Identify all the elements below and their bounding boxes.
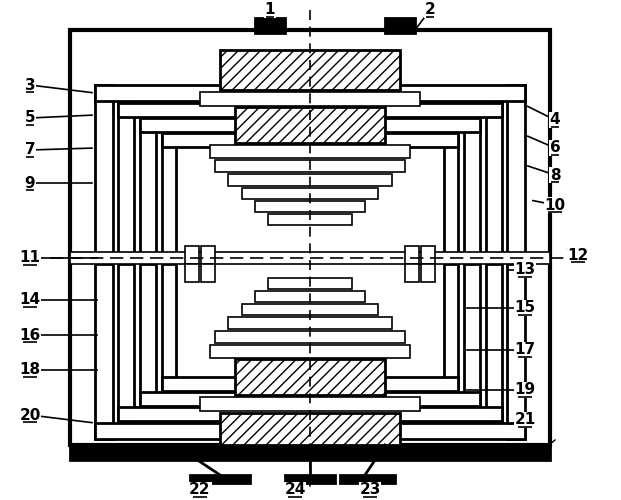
Text: 7: 7: [25, 142, 35, 158]
Bar: [95, 264, 113, 439]
Bar: [507, 264, 525, 439]
Bar: [464, 264, 480, 406]
Text: 6: 6: [550, 140, 560, 156]
Bar: [235, 359, 385, 395]
Bar: [210, 145, 410, 158]
Bar: [340, 475, 395, 483]
Bar: [255, 291, 365, 302]
Bar: [235, 107, 385, 143]
Bar: [486, 103, 502, 260]
Bar: [200, 92, 420, 106]
Bar: [255, 201, 365, 212]
Bar: [162, 133, 458, 147]
Bar: [285, 475, 335, 483]
Bar: [486, 264, 502, 421]
Bar: [95, 423, 525, 439]
Bar: [118, 407, 502, 421]
Bar: [215, 160, 405, 172]
Bar: [70, 445, 550, 460]
Text: 22: 22: [189, 482, 211, 498]
Bar: [228, 317, 392, 329]
Bar: [444, 264, 458, 391]
Bar: [268, 214, 352, 225]
Bar: [162, 133, 176, 260]
Bar: [405, 264, 419, 282]
Bar: [220, 50, 400, 90]
Text: 21: 21: [514, 412, 536, 428]
Bar: [201, 246, 215, 264]
Text: 2: 2: [425, 2, 435, 18]
Bar: [228, 174, 392, 186]
Bar: [255, 18, 285, 33]
Bar: [405, 246, 419, 264]
Bar: [95, 85, 113, 260]
Bar: [140, 118, 156, 260]
Text: 1: 1: [265, 2, 275, 18]
Text: 5: 5: [25, 110, 35, 126]
Bar: [242, 304, 378, 315]
Text: 15: 15: [514, 300, 535, 316]
Text: 3: 3: [25, 78, 35, 92]
Text: 24: 24: [284, 482, 306, 498]
Text: 10: 10: [545, 198, 566, 212]
Text: 12: 12: [568, 248, 589, 262]
Text: 17: 17: [514, 342, 535, 357]
Text: 16: 16: [19, 328, 40, 342]
Bar: [421, 264, 435, 282]
Bar: [201, 264, 215, 282]
Text: 20: 20: [19, 408, 41, 422]
Text: 13: 13: [514, 262, 535, 278]
Bar: [162, 264, 176, 391]
Bar: [507, 85, 525, 260]
Bar: [268, 278, 352, 289]
Bar: [140, 392, 480, 406]
Bar: [210, 345, 410, 358]
Bar: [464, 118, 480, 260]
Bar: [421, 246, 435, 264]
Text: 19: 19: [514, 382, 535, 398]
Bar: [220, 413, 400, 453]
Text: 14: 14: [19, 292, 40, 308]
Bar: [190, 475, 250, 483]
Bar: [162, 377, 458, 391]
Bar: [185, 264, 199, 282]
Bar: [385, 18, 415, 33]
Text: 9: 9: [25, 176, 35, 190]
Bar: [70, 30, 550, 445]
Text: 11: 11: [19, 250, 40, 266]
Bar: [444, 133, 458, 260]
Bar: [140, 118, 480, 132]
Text: 18: 18: [19, 362, 40, 378]
Bar: [70, 252, 550, 264]
Bar: [118, 103, 134, 260]
Bar: [95, 85, 525, 101]
Bar: [242, 188, 378, 199]
Bar: [215, 331, 405, 343]
Bar: [140, 264, 156, 406]
Text: 8: 8: [550, 168, 560, 182]
Bar: [118, 264, 134, 421]
Bar: [118, 103, 502, 117]
Bar: [200, 397, 420, 411]
Bar: [185, 246, 199, 264]
Text: 23: 23: [360, 482, 381, 498]
Text: 4: 4: [550, 112, 560, 128]
